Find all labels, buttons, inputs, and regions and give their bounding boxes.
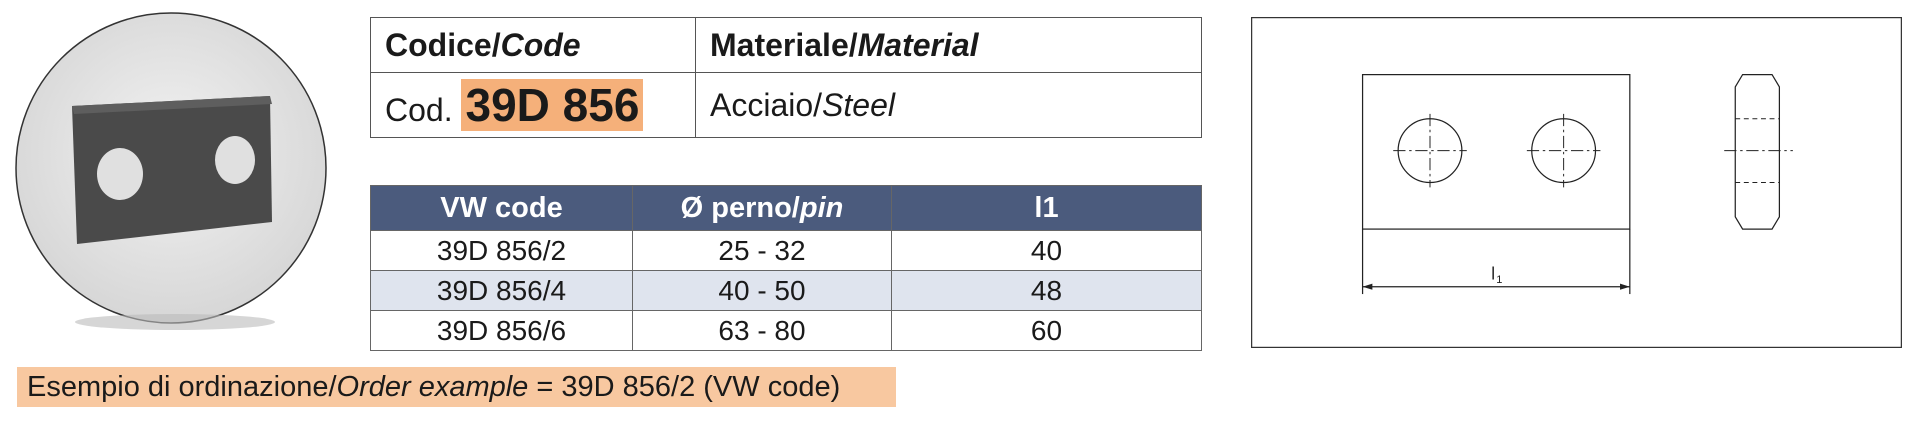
table-row: 39D 856/2 25 - 32 40	[370, 230, 1202, 271]
table-cell: 39D 856/2	[370, 230, 633, 271]
order-example: Esempio di ordinazione/Order example = 3…	[17, 367, 896, 407]
code-label-en: Code	[500, 26, 581, 63]
note-text: Esempio di ordinazione/	[27, 371, 337, 403]
material: Acciaio/	[710, 86, 823, 123]
material-en: Steel	[822, 86, 895, 123]
code-prefix: Cod.	[385, 92, 453, 128]
table-cell: 63 - 80	[632, 310, 892, 351]
table-row: 39D 856/4 40 - 50 48	[370, 270, 1202, 311]
material-label: Materiale/	[710, 26, 858, 63]
dimension-sub: 1	[1496, 274, 1502, 286]
technical-drawing: l 1	[1251, 17, 1902, 348]
column-header: l1	[891, 185, 1202, 231]
table-cell: 39D 856/4	[370, 270, 633, 311]
table-cell: 39D 856/6	[370, 310, 633, 351]
table-cell: 60	[891, 310, 1202, 351]
code: 39D 856	[461, 79, 644, 131]
table-cell: 25 - 32	[632, 230, 892, 271]
table-cell: 40	[891, 230, 1202, 271]
column-header: Ø perno/pin	[632, 185, 892, 231]
table-cell: 40 - 50	[632, 270, 892, 311]
product-photo	[15, 12, 327, 330]
dimension-label: l	[1491, 263, 1495, 283]
column-header: VW code	[370, 185, 633, 231]
code-label: Codice/	[385, 26, 501, 63]
material-label-en: Material	[857, 26, 979, 63]
header-text: l1	[1034, 191, 1059, 224]
code-table: Codice/Code Materiale/Material Cod. 39D …	[370, 17, 1202, 138]
header-text: pin	[799, 191, 844, 224]
table-cell: 48	[891, 270, 1202, 311]
vw-table: VW code Ø perno/pin l1 39D 856/2 25 - 32 40 3…	[370, 185, 1202, 351]
table-row: 39D 856/6 63 - 80 60	[370, 310, 1202, 351]
note-text-rest: = 39D 856/2 (VW code)	[528, 371, 841, 403]
note-text-en: Order example	[336, 371, 529, 403]
header-text: Ø perno/	[680, 191, 800, 224]
header-text: VW code	[440, 191, 563, 224]
